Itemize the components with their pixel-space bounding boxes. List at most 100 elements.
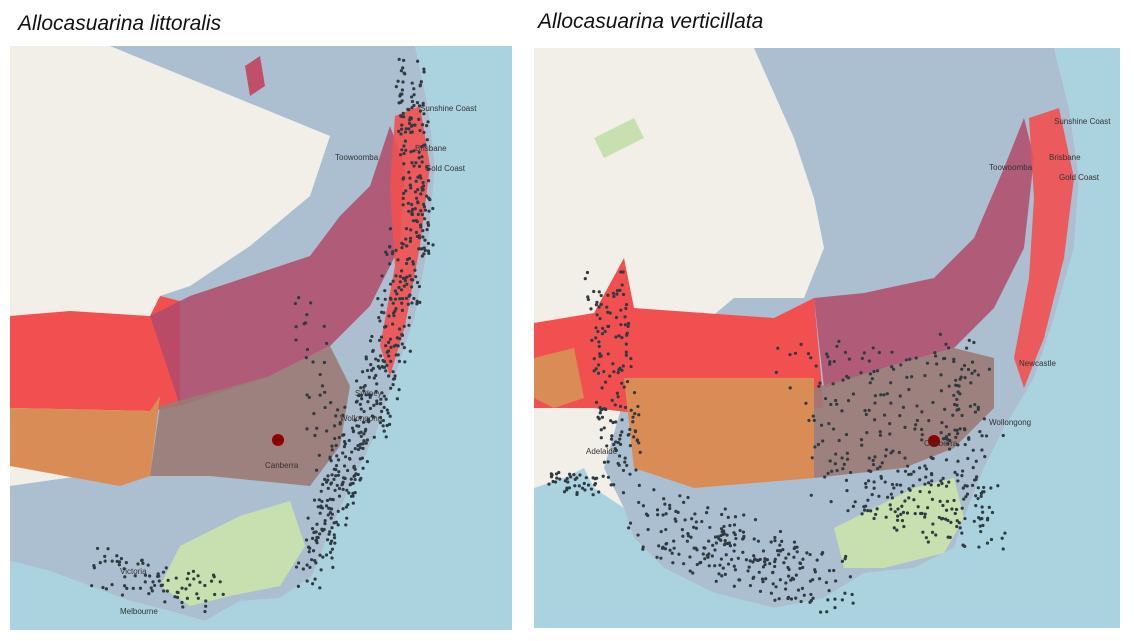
occurrence-dot: [926, 540, 930, 544]
occurrence-dot: [401, 66, 405, 70]
occurrence-dot: [156, 572, 160, 576]
occurrence-dot: [412, 103, 416, 108]
occurrence-dot: [771, 570, 775, 574]
occurrence-dot: [851, 504, 856, 509]
occurrence-dot: [372, 403, 376, 407]
occurrence-dot: [846, 399, 851, 403]
occurrence-dot: [407, 256, 412, 261]
occurrence-dot: [359, 386, 363, 390]
occurrence-dot: [617, 334, 621, 338]
occurrence-dot: [698, 561, 702, 565]
occurrence-dot: [330, 448, 334, 452]
occurrence-dot: [873, 394, 878, 398]
occurrence-dot: [117, 563, 121, 567]
occurrence-dot: [398, 337, 402, 341]
occurrence-dot: [615, 391, 619, 395]
occurrence-dot: [428, 197, 432, 202]
occurrence-dot: [973, 410, 978, 414]
occurrence-dot: [834, 579, 838, 583]
occurrence-dot: [984, 434, 989, 438]
occurrence-dot: [594, 336, 598, 340]
occurrence-dot: [387, 314, 391, 318]
occurrence-dot: [365, 368, 370, 373]
occurrence-dot: [409, 186, 413, 190]
occurrence-dot: [389, 359, 393, 363]
occurrence-dot: [985, 541, 990, 545]
occurrence-dot: [615, 292, 619, 296]
occurrence-dot: [329, 459, 333, 463]
occurrence-dot: [629, 408, 633, 412]
occurrence-dot: [870, 492, 874, 497]
occurrence-dot: [156, 574, 160, 579]
occurrence-dot: [310, 527, 315, 531]
occurrence-dot: [400, 333, 405, 337]
occurrence-dot: [892, 526, 896, 530]
occurrence-dot: [388, 262, 392, 266]
occurrence-dot: [353, 418, 357, 422]
occurrence-dot: [781, 548, 785, 552]
occurrence-dot: [862, 508, 867, 512]
occurrence-dot: [844, 554, 848, 559]
occurrence-dot: [686, 534, 691, 538]
occurrence-dot: [981, 523, 985, 528]
occurrence-dot: [736, 556, 740, 560]
occurrence-dot: [188, 583, 192, 587]
occurrence-dot: [753, 518, 758, 522]
occurrence-dot: [407, 323, 411, 327]
occurrence-dot: [385, 363, 389, 367]
occurrence-dot: [748, 559, 752, 563]
occurrence-dot: [974, 477, 978, 481]
occurrence-dot: [305, 313, 309, 317]
occurrence-dot: [885, 495, 890, 499]
occurrence-dot: [908, 357, 912, 361]
occurrence-dot: [832, 359, 836, 364]
occurrence-dot: [323, 522, 327, 526]
occurrence-dot: [163, 600, 167, 604]
occurrence-dot: [204, 599, 208, 603]
occurrence-dot: [322, 360, 327, 365]
occurrence-dot: [562, 490, 567, 494]
occurrence-dot: [409, 150, 413, 154]
occurrence-dot: [613, 403, 617, 407]
occurrence-dot: [930, 473, 934, 477]
occurrence-dot: [944, 342, 948, 346]
occurrence-dot: [122, 567, 126, 571]
occurrence-dot: [717, 572, 721, 576]
occurrence-dot: [420, 188, 425, 192]
occurrence-dot: [400, 148, 404, 152]
occurrence-dot: [947, 384, 951, 388]
occurrence-dot: [972, 340, 976, 345]
occurrence-dot: [407, 294, 411, 298]
occurrence-dot: [563, 479, 567, 483]
occurrence-dot: [384, 435, 388, 439]
occurrence-dot: [123, 575, 127, 579]
occurrence-dot: [713, 564, 717, 568]
occurrence-dot: [358, 402, 362, 406]
occurrence-dot: [944, 508, 949, 512]
place-label: Sunshine Coast: [1054, 117, 1111, 126]
occurrence-dot: [318, 586, 322, 590]
occurrence-dot: [892, 486, 896, 490]
occurrence-dot: [388, 337, 393, 341]
occurrence-dot: [369, 393, 373, 397]
occurrence-dot: [951, 413, 955, 417]
occurrence-dot: [738, 578, 742, 582]
occurrence-dot: [695, 548, 699, 552]
occurrence-dot: [399, 127, 404, 131]
occurrence-dot: [792, 540, 797, 544]
occurrence-dot: [410, 301, 414, 305]
occurrence-dot: [573, 477, 577, 481]
occurrence-dot: [694, 526, 699, 530]
occurrence-dot: [420, 155, 424, 159]
occurrence-dot: [796, 588, 801, 592]
occurrence-dot: [677, 552, 681, 556]
occurrence-dot: [974, 504, 978, 508]
occurrence-dot: [703, 557, 707, 561]
occurrence-dot: [398, 327, 402, 331]
place-label: Melbourne: [120, 607, 158, 616]
panel-title: Allocasuarina verticillata: [538, 10, 764, 33]
occurrence-dot: [314, 539, 319, 543]
occurrence-dot: [979, 529, 983, 534]
occurrence-dot: [967, 437, 971, 441]
place-label: Newcastle: [1019, 359, 1056, 368]
